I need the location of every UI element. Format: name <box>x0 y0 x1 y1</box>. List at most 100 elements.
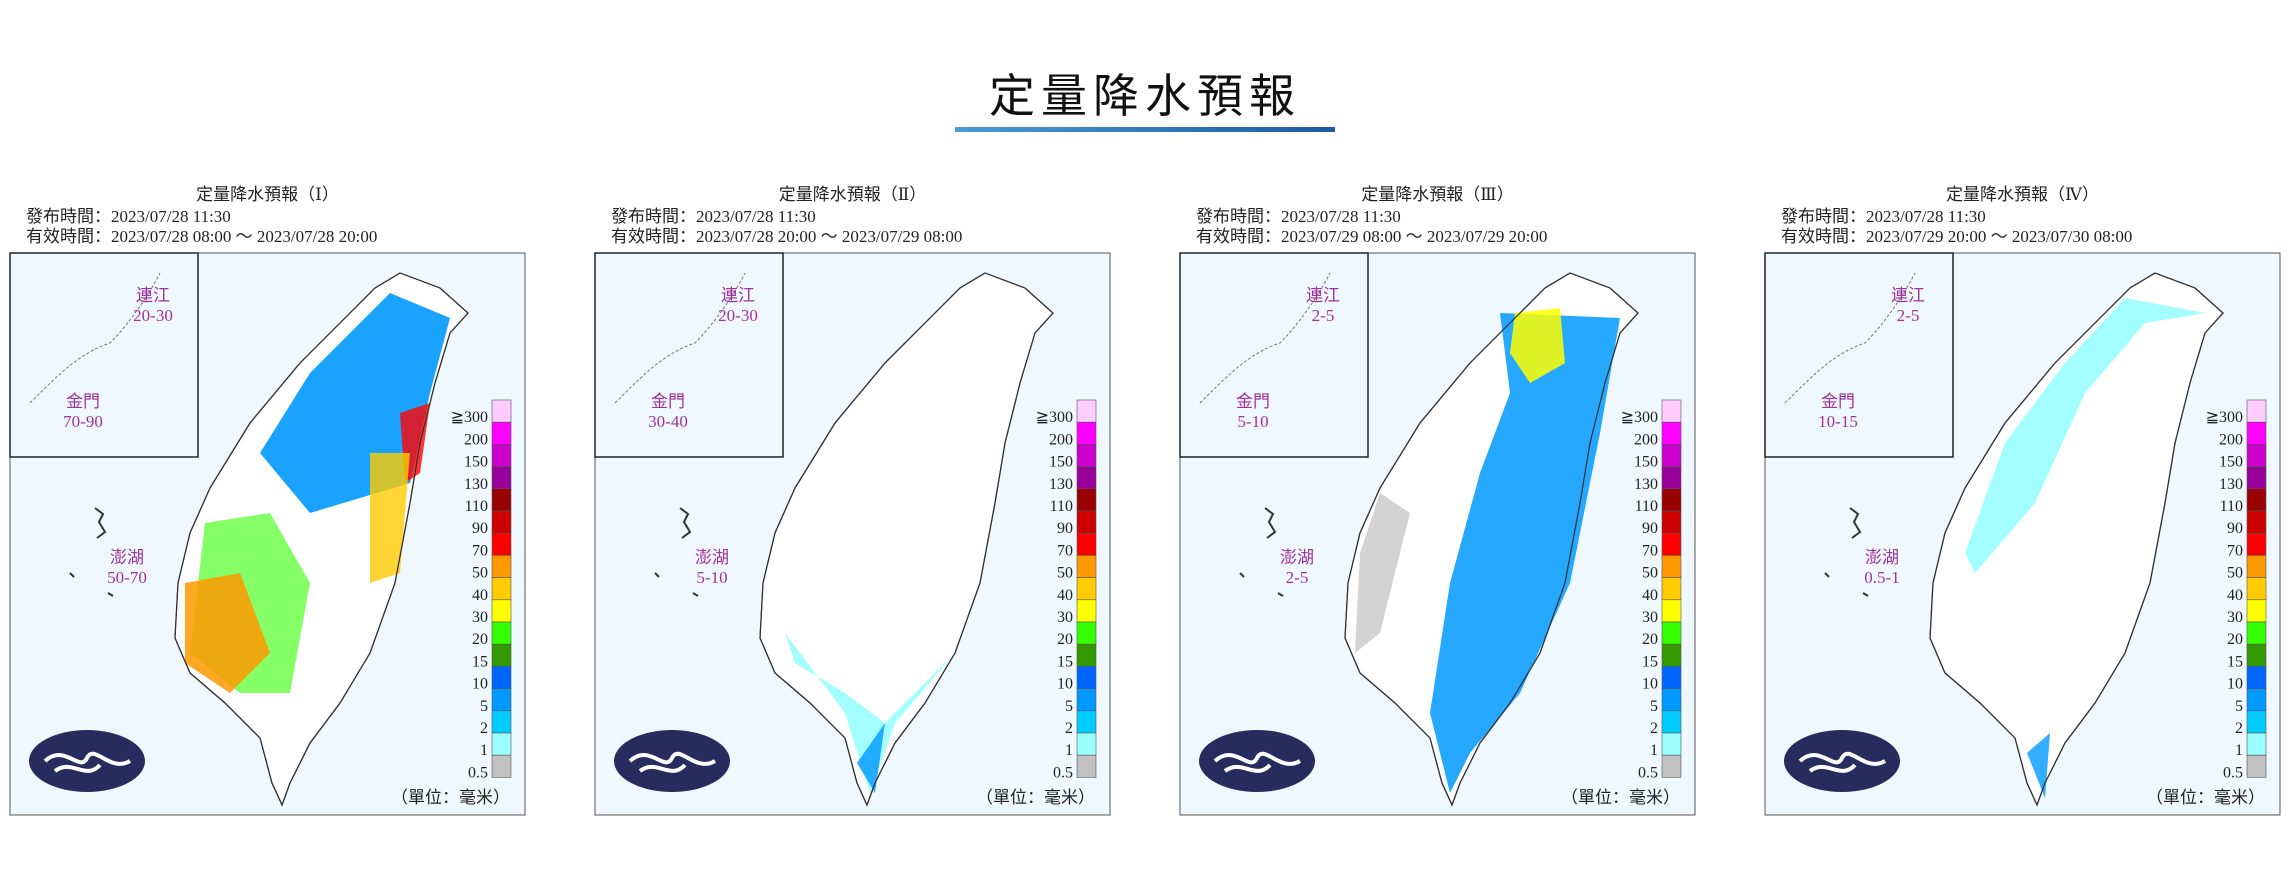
panel-title: 定量降水預報（Ⅳ） <box>1946 185 2099 204</box>
legend-label: 150 <box>2219 454 2243 471</box>
matsu-value: 20-30 <box>133 306 173 325</box>
legend-swatch <box>1076 399 1097 423</box>
panel-title: 定量降水預報（Ⅲ） <box>1361 185 1513 204</box>
legend-label: 70 <box>2227 542 2243 559</box>
rain-area <box>370 453 410 583</box>
taiwan-outline <box>1344 272 1639 807</box>
panel-title: 定量降水預報（Ⅱ） <box>779 185 927 204</box>
forecast-panel: 定量降水預報（Ⅰ） 發布時間：2023/07/28 11:30有效時間：2023/… <box>9 185 526 816</box>
legend-swatch <box>2246 421 2267 445</box>
rain-area <box>2027 733 2050 798</box>
legend-swatch <box>1076 666 1097 689</box>
legend-label: 90 <box>2227 520 2243 537</box>
legend-label: 110 <box>2220 498 2243 515</box>
legend-swatch <box>1076 466 1097 490</box>
legend-label: 70 <box>1057 542 1073 559</box>
panel-title: 定量降水預報（Ⅰ） <box>196 185 339 204</box>
rain-area <box>857 723 885 793</box>
kinmen-name: 金門 <box>1821 392 1855 411</box>
legend-swatch <box>2246 599 2267 623</box>
legend-label: 0.5 <box>2223 764 2243 781</box>
page-title: 定量降水預報 <box>989 70 1301 122</box>
legend-label: 30 <box>1642 609 1658 626</box>
legend-label: 90 <box>1057 520 1073 537</box>
legend-swatch <box>491 399 512 423</box>
rain-area <box>1355 493 1410 653</box>
legend-swatch <box>491 710 512 734</box>
cwb-logo-mark <box>43 751 132 773</box>
map: 連江2-5金門10-15澎湖0.5-1（單位：毫米）≧3002001501301… <box>1764 252 2281 816</box>
valid-time: 有效時間：2023/07/29 20:00 ～ 2023/07/30 08:00 <box>1781 227 2132 246</box>
valid-time: 有效時間：2023/07/29 08:00 ～ 2023/07/29 20:00 <box>1196 227 1547 246</box>
legend-swatch <box>1661 732 1682 756</box>
legend-label: 90 <box>1642 520 1658 537</box>
legend-swatch <box>1661 532 1682 556</box>
legend-swatch <box>1661 666 1682 689</box>
legend-label: 0.5 <box>1638 764 1658 781</box>
legend-label: 20 <box>1642 631 1658 648</box>
legend-label: 2 <box>480 720 488 737</box>
legend-swatch <box>491 688 512 712</box>
unit-label: （單位：毫米） <box>1561 788 1680 807</box>
legend-label: 70 <box>1642 542 1658 559</box>
legend-swatch <box>1076 488 1097 512</box>
penghu-islands <box>1239 507 1284 597</box>
legend-swatch <box>2246 444 2267 467</box>
legend-label: 0.5 <box>1053 764 1073 781</box>
rain-area <box>1965 298 2205 573</box>
legend-label: 200 <box>1634 431 1658 448</box>
legend-label: 5 <box>1065 698 1073 715</box>
legend-swatch <box>1076 444 1097 467</box>
matsu-value: 2-5 <box>1312 306 1335 325</box>
legend-swatch <box>491 643 512 667</box>
legend-swatch <box>1076 555 1097 578</box>
legend-swatch <box>1076 532 1097 556</box>
inset-coast <box>29 272 161 404</box>
penghu-value: 2-5 <box>1286 568 1309 587</box>
legend-label: 2 <box>1065 720 1073 737</box>
kinmen-value: 5-10 <box>1237 412 1268 431</box>
legend-label: 40 <box>472 587 488 604</box>
taiwan-outline <box>759 272 1054 807</box>
cwb-logo-mark <box>628 751 717 773</box>
rain-area <box>185 573 270 693</box>
legend-swatch <box>1661 643 1682 667</box>
legend-label: 10 <box>472 676 488 693</box>
legend-label: 40 <box>2227 587 2243 604</box>
legend-label: 110 <box>1635 498 1658 515</box>
legend-label: 200 <box>464 431 488 448</box>
legend-swatch <box>1661 555 1682 578</box>
legend-swatch <box>1076 510 1097 534</box>
legend-swatch <box>2246 621 2267 645</box>
unit-label: （單位：毫米） <box>2146 788 2265 807</box>
legend-label: 50 <box>1642 565 1658 582</box>
penghu-value: 0.5-1 <box>1864 568 1899 587</box>
legend-swatch <box>2246 643 2267 667</box>
legend-swatch <box>1661 710 1682 734</box>
legend-label: 1 <box>2235 742 2243 759</box>
valid-time: 有效時間：2023/07/28 20:00 ～ 2023/07/29 08:00 <box>611 227 962 246</box>
kinmen-value: 30-40 <box>648 412 688 431</box>
legend-swatch <box>2246 688 2267 712</box>
legend-swatch <box>1661 577 1682 601</box>
legend-label: 130 <box>1049 476 1073 493</box>
legend-label: 50 <box>472 565 488 582</box>
legend-swatch <box>1076 599 1097 623</box>
legend-label: 1 <box>1065 742 1073 759</box>
legend-swatch <box>1661 510 1682 534</box>
issue-time: 發布時間：2023/07/28 11:30 <box>611 207 816 226</box>
legend-swatch <box>1661 488 1682 512</box>
forecast-panel: 定量降水預報（Ⅲ） 發布時間：2023/07/28 11:30有效時間：2023/… <box>1179 185 1696 816</box>
legend-swatch <box>491 732 512 756</box>
kinmen-value: 10-15 <box>1818 412 1858 431</box>
legend-label: 15 <box>1642 653 1658 670</box>
legend-label: 40 <box>1057 587 1073 604</box>
legend-label: ≧300 <box>451 409 488 426</box>
kinmen-name: 金門 <box>651 392 685 411</box>
legend-swatch <box>1076 621 1097 645</box>
taiwan-outline <box>1929 272 2224 807</box>
legend-swatch <box>1661 399 1682 423</box>
legend-label: 200 <box>1049 431 1073 448</box>
legend-swatch <box>491 754 512 778</box>
